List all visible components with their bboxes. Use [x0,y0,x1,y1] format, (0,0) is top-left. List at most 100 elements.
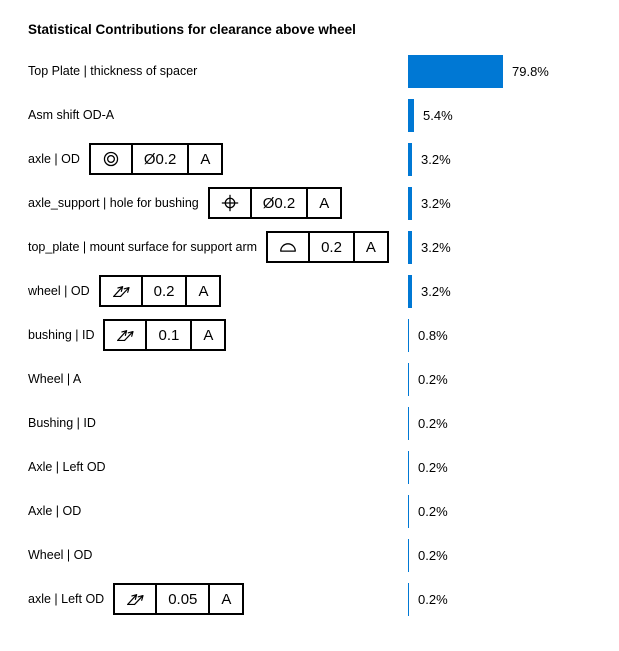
row-label-group: axle | OD Ø0.2 A [28,137,224,181]
chart-row: axle | OD Ø0.2 A 3.2% [0,137,619,181]
contribution-bar [408,98,414,132]
row-label: bushing | ID [28,328,95,342]
row-label: wheel | OD [28,284,90,298]
percent-label: 0.2% [418,415,448,431]
feature-control-frame: 0.2 A [266,231,389,263]
percent-label: 0.2% [418,547,448,563]
chart-row: Axle | Left OD 0.2% [0,445,619,489]
row-label-group: Axle | Left OD [28,445,106,489]
row-label: Axle | OD [28,504,82,518]
fcf-datum: A [185,277,219,305]
percent-label: 0.8% [418,327,448,343]
contribution-bar [408,582,409,616]
bar-area: 3.2% [408,269,451,313]
row-label-group: axle_support | hole for bushing Ø0.2 A [28,181,343,225]
percent-label: 79.8% [512,63,549,79]
chart-rows: Top Plate | thickness of spacer 79.8% Asm … [0,49,619,621]
contribution-bar [408,450,409,484]
row-label: Axle | Left OD [28,460,106,474]
percent-label: 0.2% [418,459,448,475]
contribution-bar [408,230,412,264]
contribution-bar [408,362,409,396]
concentricity-icon [91,145,131,173]
chart-row: Wheel | A 0.2% [0,357,619,401]
bar-area: 3.2% [408,225,451,269]
percent-label: 3.2% [421,283,451,299]
profile-of-surface-icon [268,233,308,261]
chart-row: top_plate | mount surface for support ar… [0,225,619,269]
position-icon [210,189,250,217]
percent-label: 0.2% [418,591,448,607]
row-label-group: Wheel | OD [28,533,92,577]
bar-area: 0.2% [408,401,448,445]
chart-row: Top Plate | thickness of spacer 79.8% [0,49,619,93]
feature-control-frame: 0.05 A [113,583,245,615]
chart-row: Asm shift OD-A 5.4% [0,93,619,137]
row-label: Bushing | ID [28,416,96,430]
contribution-bar [408,142,412,176]
percent-label: 3.2% [421,151,451,167]
feature-control-frame: 0.2 A [98,275,222,307]
total-runout-icon [101,277,141,305]
total-runout-icon [115,585,155,613]
chart-row: axle_support | hole for bushing Ø0.2 A 3.2% [0,181,619,225]
total-runout-icon [105,321,145,349]
row-label-group: bushing | ID 0.1 A [28,313,227,357]
contribution-bar [408,538,409,572]
chart-row: Wheel | OD 0.2% [0,533,619,577]
row-label-group: Bushing | ID [28,401,96,445]
bar-area: 0.2% [408,357,448,401]
bar-area: 3.2% [408,181,451,225]
row-label-group: wheel | OD 0.2 A [28,269,222,313]
row-label: top_plate | mount surface for support ar… [28,240,258,254]
feature-control-frame: 0.1 A [103,319,227,351]
fcf-tolerance: 0.2 [308,233,353,261]
bar-area: 5.4% [408,93,453,137]
fcf-datum: A [352,233,387,261]
bar-area: 0.8% [408,313,448,357]
row-label: Wheel | A [28,372,82,386]
row-label: axle | Left OD [28,592,105,606]
percent-label: 5.4% [423,107,453,123]
chart-row: bushing | ID 0.1 A 0.8% [0,313,619,357]
feature-control-frame: Ø0.2 A [88,143,224,175]
fcf-tolerance: Ø0.2 [249,189,307,217]
percent-label: 3.2% [421,239,451,255]
percent-label: 0.2% [418,371,448,387]
percent-label: 3.2% [421,195,451,211]
chart-row: wheel | OD 0.2 A 3.2% [0,269,619,313]
fcf-tolerance: Ø0.2 [130,145,188,173]
bar-area: 79.8% [408,49,549,93]
bar-area: 0.2% [408,533,448,577]
contribution-bar [408,186,412,220]
contribution-bar [408,406,409,440]
bar-area: 0.2% [408,489,448,533]
chart-row: axle | Left OD 0.05 A 0.2% [0,577,619,621]
bar-area: 0.2% [408,577,448,621]
fcf-tolerance: 0.2 [140,277,186,305]
fcf-tolerance: 0.05 [155,585,208,613]
row-label: axle_support | hole for bushing [28,196,199,210]
contribution-bar [408,274,412,308]
contribution-bar [408,494,409,528]
bar-area: 3.2% [408,137,451,181]
fcf-datum: A [208,585,242,613]
row-label: Asm shift OD-A [28,108,115,122]
row-label: Top Plate | thickness of spacer [28,64,198,78]
chart-row: Axle | OD 0.2% [0,489,619,533]
chart-row: Bushing | ID 0.2% [0,401,619,445]
percent-label: 0.2% [418,503,448,519]
chart-title: Statistical Contributions for clearance … [28,22,356,37]
fcf-datum: A [306,189,340,217]
fcf-tolerance: 0.1 [145,321,190,349]
row-label-group: axle | Left OD 0.05 A [28,577,245,621]
row-label: axle | OD [28,152,80,166]
contribution-bar [408,54,503,88]
bar-area: 0.2% [408,445,448,489]
contribution-bar [408,318,409,352]
row-label: Wheel | OD [28,548,93,562]
row-label-group: Wheel | A [28,357,81,401]
row-label-group: top_plate | mount surface for support ar… [28,225,389,269]
row-label-group: Axle | OD [28,489,81,533]
row-label-group: Asm shift OD-A [28,93,114,137]
